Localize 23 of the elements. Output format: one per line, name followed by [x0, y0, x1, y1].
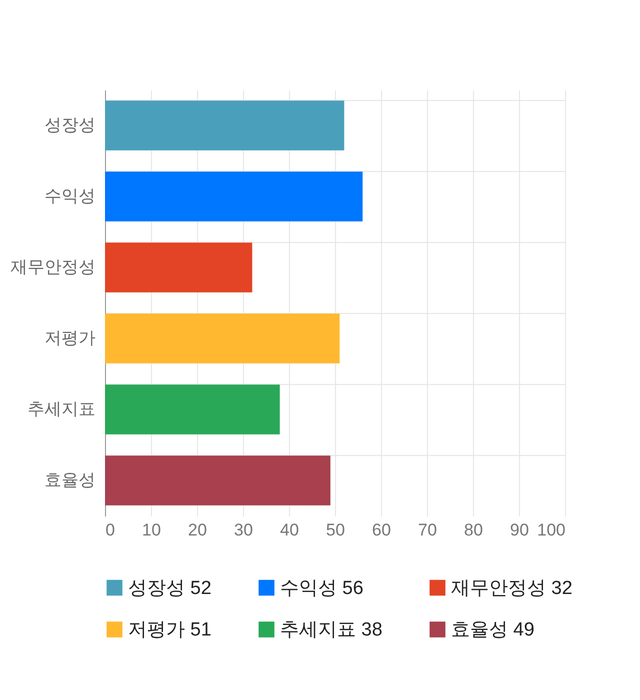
x-tick-label: 50	[326, 520, 345, 540]
x-tick-label: 60	[372, 520, 391, 540]
legend-label: 저평가 51	[128, 620, 212, 640]
y-tick-label: 효율성	[44, 470, 96, 490]
x-tick-label: 20	[188, 520, 207, 540]
x-tick-label: 0	[106, 520, 115, 540]
y-tick-label: 저평가	[44, 328, 96, 348]
x-tick-label: 30	[234, 520, 253, 540]
legend-label: 수익성 56	[280, 578, 364, 599]
x-tick-label: 90	[510, 520, 529, 540]
x-tick-label: 40	[280, 520, 299, 540]
y-tick-label: 수익성	[44, 186, 96, 206]
y-tick-label: 재무안정성	[10, 258, 96, 276]
x-tick-label: 100	[537, 520, 566, 540]
legend-label: 재무안정성 32	[451, 578, 572, 599]
x-tick-label: 80	[464, 520, 483, 540]
legend-label: 성장성 52	[128, 578, 212, 599]
legend-label: 효율성 49	[451, 620, 534, 640]
x-tick-label: 10	[142, 520, 161, 540]
y-tick-label: 추세지표	[28, 400, 96, 418]
legend-label: 추세지표 38	[280, 620, 382, 640]
x-tick-label: 70	[418, 520, 437, 540]
y-tick-label: 성장성	[44, 116, 96, 134]
